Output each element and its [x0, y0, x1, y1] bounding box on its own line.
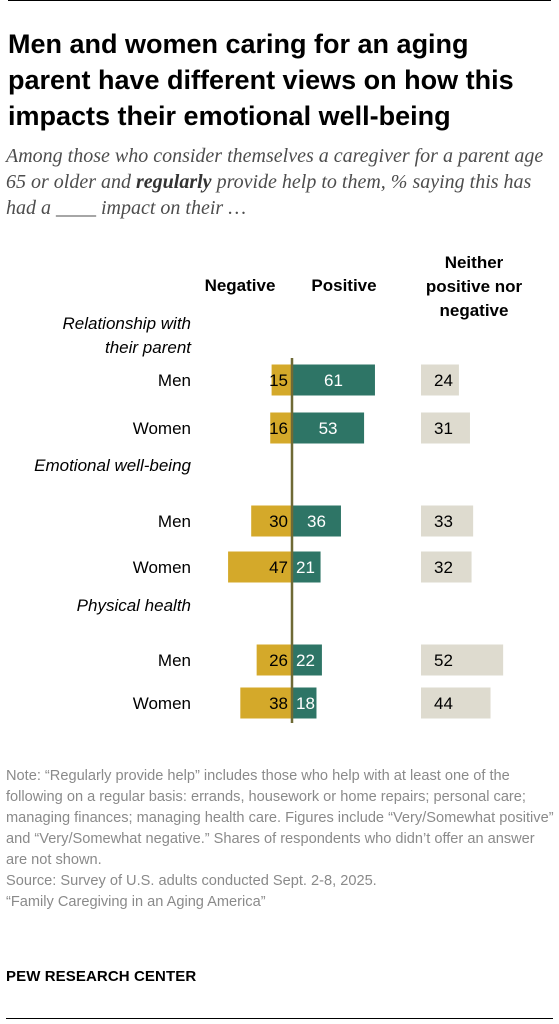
header-positive: Positive — [311, 276, 376, 295]
neither-bar — [421, 505, 474, 537]
row-label: Women — [133, 694, 191, 713]
positive-value-label: 22 — [296, 651, 315, 670]
positive-value-label: 36 — [307, 512, 326, 531]
neither-value-label: 32 — [434, 558, 453, 577]
group-label: Emotional well-being — [34, 456, 191, 475]
positive-bar — [292, 505, 341, 537]
subtitle-text-before: Among those who consider themselves a ca… — [6, 145, 544, 193]
source-text: Source: Survey of U.S. adults conducted … — [6, 873, 377, 889]
row-label: Women — [133, 558, 191, 577]
positive-bar — [292, 687, 317, 719]
negative-value-label: 47 — [269, 558, 288, 577]
neither-bar — [421, 364, 459, 396]
neither-bar — [421, 551, 472, 583]
chart-notes: Note: “Regularly provide help” includes … — [6, 766, 554, 913]
neither-bar — [421, 687, 491, 719]
negative-bar — [270, 412, 292, 444]
chart-title: Men and women caring for an aging parent… — [8, 29, 514, 131]
row-label: Men — [158, 512, 191, 531]
neither-value-label: 52 — [434, 651, 453, 670]
negative-bar — [228, 551, 292, 583]
top-rule — [8, 0, 551, 1]
diverging-bar-chart: Negative Positive Neither positive nor negat… — [34, 253, 523, 723]
subtitle-emphasis: regularly — [136, 171, 212, 193]
header-neither-line: negative — [440, 301, 509, 320]
group-label: Physical health — [77, 596, 191, 615]
positive-bar — [292, 412, 365, 444]
neither-bar — [421, 644, 504, 676]
note-text: Note: “Regularly provide help” includes … — [6, 768, 554, 868]
neither-bar — [421, 412, 470, 444]
negative-bar — [271, 364, 292, 396]
negative-value-label: 26 — [269, 651, 288, 670]
positive-value-label: 18 — [296, 694, 315, 713]
header-negative: Negative — [205, 276, 276, 295]
row-label: Men — [158, 651, 191, 670]
negative-bar — [256, 644, 292, 676]
header-neither-line: positive nor — [426, 277, 523, 296]
negative-value-label: 38 — [269, 694, 288, 713]
pew-research-center-logo: PEW RESEARCH CENTER — [6, 968, 197, 985]
bottom-rule — [6, 1018, 553, 1019]
positive-value-label: 53 — [319, 419, 338, 438]
neither-value-label: 33 — [434, 512, 453, 531]
row-label: Women — [133, 419, 191, 438]
positive-bar — [292, 644, 322, 676]
negative-value-label: 15 — [269, 371, 288, 390]
neither-value-label: 31 — [434, 419, 453, 438]
subtitle-text-after: provide help to them, % saying this has … — [6, 171, 532, 219]
neither-value-label: 44 — [434, 694, 453, 713]
negative-bar — [251, 505, 292, 537]
positive-bar — [292, 551, 321, 583]
negative-value-label: 16 — [269, 419, 288, 438]
positive-value-label: 61 — [324, 371, 343, 390]
row-label: Men — [158, 371, 191, 390]
negative-bar — [240, 687, 292, 719]
negative-value-label: 30 — [269, 512, 288, 531]
report-title: “Family Caregiving in an Aging America” — [6, 894, 266, 910]
group-label: Relationship with — [62, 314, 191, 333]
positive-bar — [292, 364, 375, 396]
neither-value-label: 24 — [434, 371, 453, 390]
positive-value-label: 21 — [296, 558, 315, 577]
header-neither-line: Neither — [445, 253, 504, 272]
group-label: their parent — [105, 338, 192, 357]
chart-subtitle: Among those who consider themselves a ca… — [6, 143, 554, 221]
